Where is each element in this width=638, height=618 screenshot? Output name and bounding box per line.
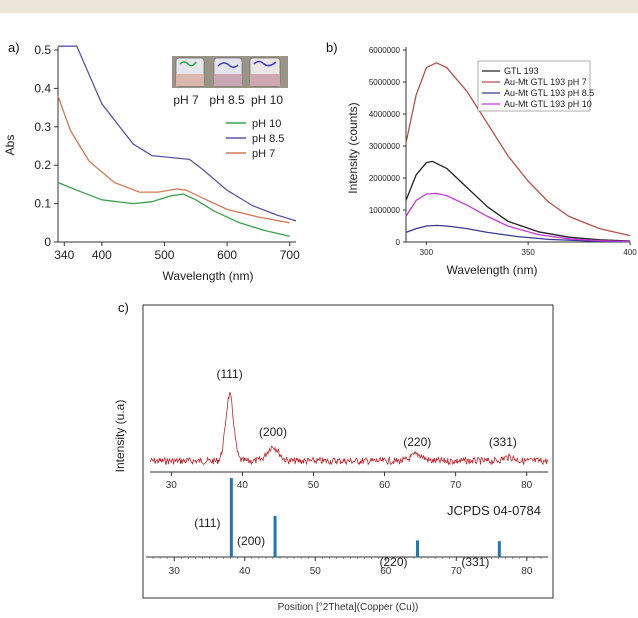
reference-bar-1 <box>273 515 277 557</box>
xrd-peak-label: (200) <box>259 425 287 439</box>
panel-c-xtick-label: 60 <box>379 480 391 491</box>
reference-bar-2 <box>416 540 420 557</box>
panel-b-ytick-label: 2000000 <box>369 174 401 183</box>
panel-c-ref-xtick-label: 50 <box>310 566 322 577</box>
legend-label-ph10: pH 10 <box>252 118 281 130</box>
panel-a-ytick-label: 0.4 <box>34 81 51 95</box>
panel-c: c) Intensity (u.a) 30 40 50 60 70 80 (111) (20… <box>113 300 554 613</box>
panel-b-ytick-label: 4000000 <box>369 110 401 119</box>
panel-b-letter: b) <box>326 40 338 55</box>
panel-a-xtick-label: 500 <box>154 248 174 262</box>
panel-c-ref-xtick-label: 30 <box>169 566 181 577</box>
inset-label-ph85: pH 8.5 <box>209 93 245 107</box>
panel-c-xtick-label: 70 <box>450 480 462 491</box>
panel-a-series-line-0 <box>57 181 290 237</box>
panel-b-xtick-label: 350 <box>522 248 536 257</box>
reference-bar-0 <box>229 478 233 557</box>
panel-b-ylabel: Intensity (counts) <box>346 102 360 193</box>
inset-label-ph7: pH 7 <box>173 93 199 107</box>
xrd-trace-line <box>149 392 549 466</box>
panel-a-ytick-label: 0.2 <box>34 158 51 172</box>
panel-b-xtick-label: 300 <box>420 248 434 257</box>
reference-bar-3 <box>497 541 501 557</box>
panel-b-ytick-label: 6000000 <box>369 46 401 55</box>
reference-bar-label: (331) <box>461 555 489 569</box>
panel-b-ytick-label: 0 <box>396 238 401 247</box>
legend-label-au-ph10: Au-Mt GTL 193 pH 10 <box>504 99 592 109</box>
panel-b-ytick-label: 3000000 <box>369 142 401 151</box>
panel-b-series-line-1 <box>405 62 631 237</box>
panel-a-xtick-label: 340 <box>54 248 74 262</box>
panel-b: b) Intensity (counts) Wavelength (nm) 30… <box>326 40 637 277</box>
reference-bar-label: (200) <box>237 534 265 548</box>
xrd-peak-label: (111) <box>216 367 242 381</box>
xrd-peak-label: (220) <box>403 435 431 449</box>
legend-label-au-ph85: Au-Mt GTL 193 pH 8.5 <box>504 88 594 98</box>
panel-c-letter: c) <box>118 300 129 315</box>
panel-b-legend-box <box>477 60 591 112</box>
legend-label-ph85: pH 8.5 <box>252 133 284 145</box>
legend-label-gtl: GTL 193 <box>504 66 539 76</box>
panel-c-xtick-label: 30 <box>166 480 178 491</box>
legend-label-au-ph7: Au-Mt GTL 193 pH 7 <box>504 77 587 87</box>
panel-c-ylabel: Intensity (u.a) <box>113 400 127 473</box>
header-bar <box>0 0 638 13</box>
panel-a-series-line-2 <box>57 95 290 224</box>
panel-c-ref-xtick-label: 70 <box>451 566 463 577</box>
panel-b-series-line-3 <box>405 192 631 243</box>
panel-b-xtick-label: 400 <box>623 248 637 257</box>
panel-c-ref-xtick-label: 40 <box>239 566 251 577</box>
panel-a-xtick-label: 600 <box>217 248 237 262</box>
panel-a-xlabel: Wavelength (nm) <box>163 269 254 283</box>
panel-a-ylabel: Abs <box>3 135 17 156</box>
panel-b-series-line-2 <box>405 224 631 243</box>
panel-a-ytick-label: 0.5 <box>34 43 51 57</box>
panel-c-xlabel: Position [°2Theta](Copper (Cu)) <box>278 602 419 613</box>
panel-c-frame <box>142 304 554 599</box>
panel-b-ytick-label: 1000000 <box>369 206 401 215</box>
panel-c-ref-xtick-label: 60 <box>380 566 392 577</box>
inset-label-ph10: pH 10 <box>251 93 283 107</box>
panel-a: a) Abs Wavelength (nm) 340 400 500 600 700 0… <box>3 40 300 283</box>
panel-a-series-line-1 <box>58 45 297 222</box>
panel-c-xtick-label: 80 <box>521 480 533 491</box>
reference-title: JCPDS 04-0784 <box>447 503 541 518</box>
panel-b-legend: GTL 193 Au-Mt GTL 193 pH 7 Au-Mt GTL 193… <box>477 60 594 112</box>
legend-label-ph7: pH 7 <box>252 148 275 160</box>
reference-bar-label: (111) <box>194 516 220 530</box>
panel-b-xlabel: Wavelength (nm) <box>447 263 538 277</box>
panel-c-xtick-label: 40 <box>237 480 249 491</box>
panel-b-ytick-label: 5000000 <box>369 78 401 87</box>
panel-c-xtick-label: 50 <box>308 480 320 491</box>
panel-c-ref-xtick-label: 80 <box>521 566 533 577</box>
xrd-peak-label: (331) <box>489 435 517 449</box>
panel-a-ytick-label: 0.3 <box>34 120 51 134</box>
panel-a-legend: pH 10 pH 8.5 pH 7 <box>226 118 284 160</box>
vial-photo-inset <box>172 56 288 88</box>
panel-a-xtick-label: 400 <box>92 248 112 262</box>
reference-bar-label: (220) <box>380 555 408 569</box>
panel-a-ytick-label: 0 <box>44 235 51 249</box>
panel-a-ytick-label: 0.1 <box>34 197 51 211</box>
panel-a-xtick-label: 700 <box>280 248 300 262</box>
panel-a-letter: a) <box>8 40 20 55</box>
panel-b-series-line-0 <box>405 160 631 242</box>
